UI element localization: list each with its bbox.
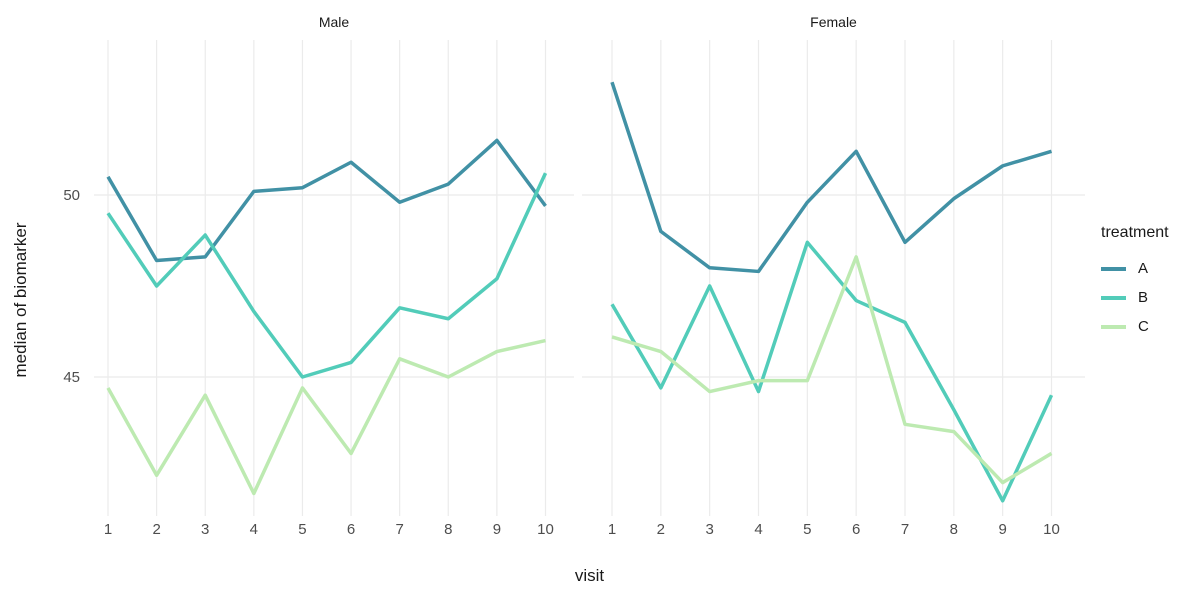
legend-key-line (1101, 266, 1126, 271)
legend-label: A (1138, 260, 1149, 277)
series-line-c (106, 338, 546, 496)
x-tick-label: 1 (608, 521, 616, 538)
facet-title-male: Male (318, 14, 350, 30)
facet-title-female: Female (810, 14, 857, 30)
legend-key-line (1101, 324, 1126, 329)
series-line-a (106, 138, 547, 263)
x-tick-label: 7 (901, 521, 909, 538)
x-tick-label: 1 (104, 521, 112, 538)
legend-entry: C (1101, 312, 1169, 341)
legend-label: C (1138, 318, 1149, 335)
legend-entry: B (1101, 283, 1169, 312)
series-line-b (106, 172, 548, 379)
x-tick-label: 6 (852, 521, 860, 538)
series-line-c (611, 255, 1053, 485)
series-line-a (610, 81, 1053, 274)
series-line-b (610, 240, 1054, 503)
x-tick-label: 6 (347, 521, 355, 538)
x-tick-label: 4 (250, 521, 258, 538)
legend-entry: A (1101, 254, 1169, 283)
x-axis-title: visit (574, 566, 605, 585)
y-tick-label: 50 (63, 187, 80, 204)
legend-label: B (1138, 289, 1149, 306)
x-tick-label: 10 (1043, 521, 1060, 538)
legend-key-line (1101, 295, 1126, 300)
legend-title: treatment (1101, 224, 1169, 241)
x-tick-label: 9 (998, 521, 1006, 538)
x-tick-label: 2 (152, 521, 160, 538)
x-tick-label: 2 (657, 521, 665, 538)
x-tick-label: 4 (754, 521, 762, 538)
x-tick-label: 8 (444, 521, 452, 538)
x-tick-label: 3 (201, 521, 209, 538)
x-tick-label: 10 (537, 521, 554, 538)
y-axis-title: median of biomarker (11, 222, 30, 378)
y-tick-label: 45 (63, 369, 80, 386)
x-tick-label: 5 (298, 521, 306, 538)
x-tick-label: 8 (950, 521, 958, 538)
x-tick-label: 9 (493, 521, 501, 538)
x-tick-label: 7 (395, 521, 403, 538)
x-tick-label: 3 (705, 521, 713, 538)
x-tick-label: 5 (803, 521, 811, 538)
